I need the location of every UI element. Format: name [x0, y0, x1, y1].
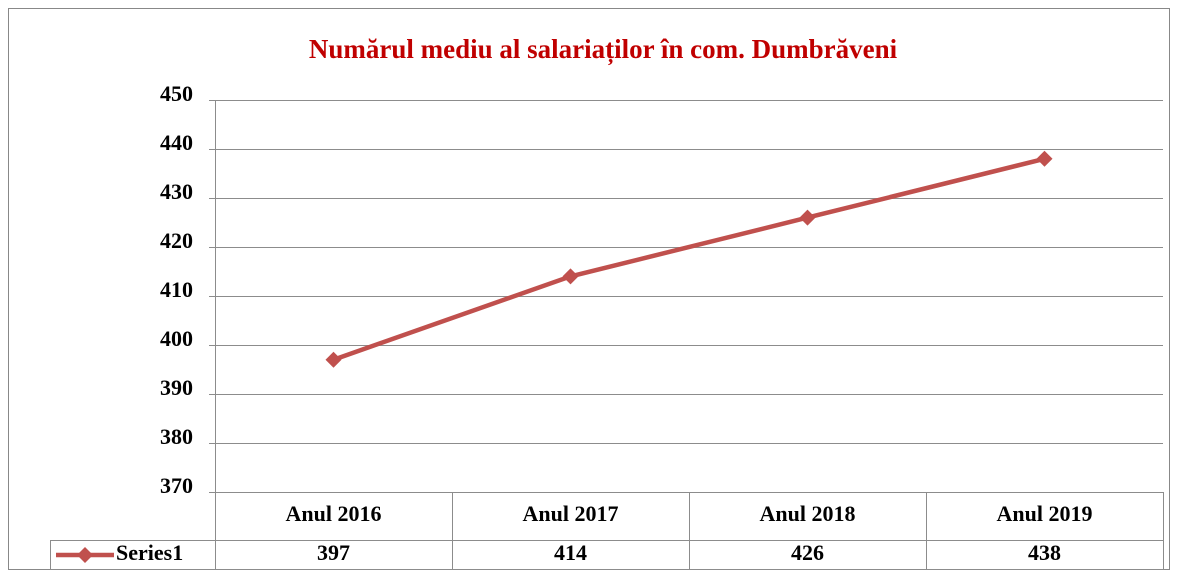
marker [799, 209, 816, 226]
y-tick-label: 430 [160, 179, 193, 204]
y-tick-label: 400 [160, 326, 193, 351]
y-tick-label: 390 [160, 375, 193, 400]
y-tick-label: 410 [160, 277, 193, 302]
x-tick-label: Anul 2019 [997, 501, 1093, 526]
chart-title: Numărul mediu al salariaților în com. Du… [309, 34, 898, 65]
marker [562, 268, 579, 285]
y-tick-label: 450 [160, 81, 193, 106]
x-tick-label: Anul 2016 [286, 501, 382, 526]
series-line [332, 156, 1046, 362]
y-tick-label: 370 [160, 473, 193, 498]
table-value: 438 [1028, 540, 1061, 565]
marker [325, 351, 342, 368]
table-value: 414 [554, 540, 587, 565]
legend-marker [77, 547, 93, 563]
x-tick-label: Anul 2017 [523, 501, 619, 526]
y-tick-label: 420 [160, 228, 193, 253]
y-tick-label: 440 [160, 130, 193, 155]
table-value: 397 [317, 540, 350, 565]
chart-border [8, 8, 1170, 570]
legend-label: Series1 [116, 540, 183, 565]
marker [1036, 150, 1053, 167]
table-value: 426 [791, 540, 824, 565]
x-tick-label: Anul 2018 [760, 501, 856, 526]
y-tick-label: 380 [160, 424, 193, 449]
